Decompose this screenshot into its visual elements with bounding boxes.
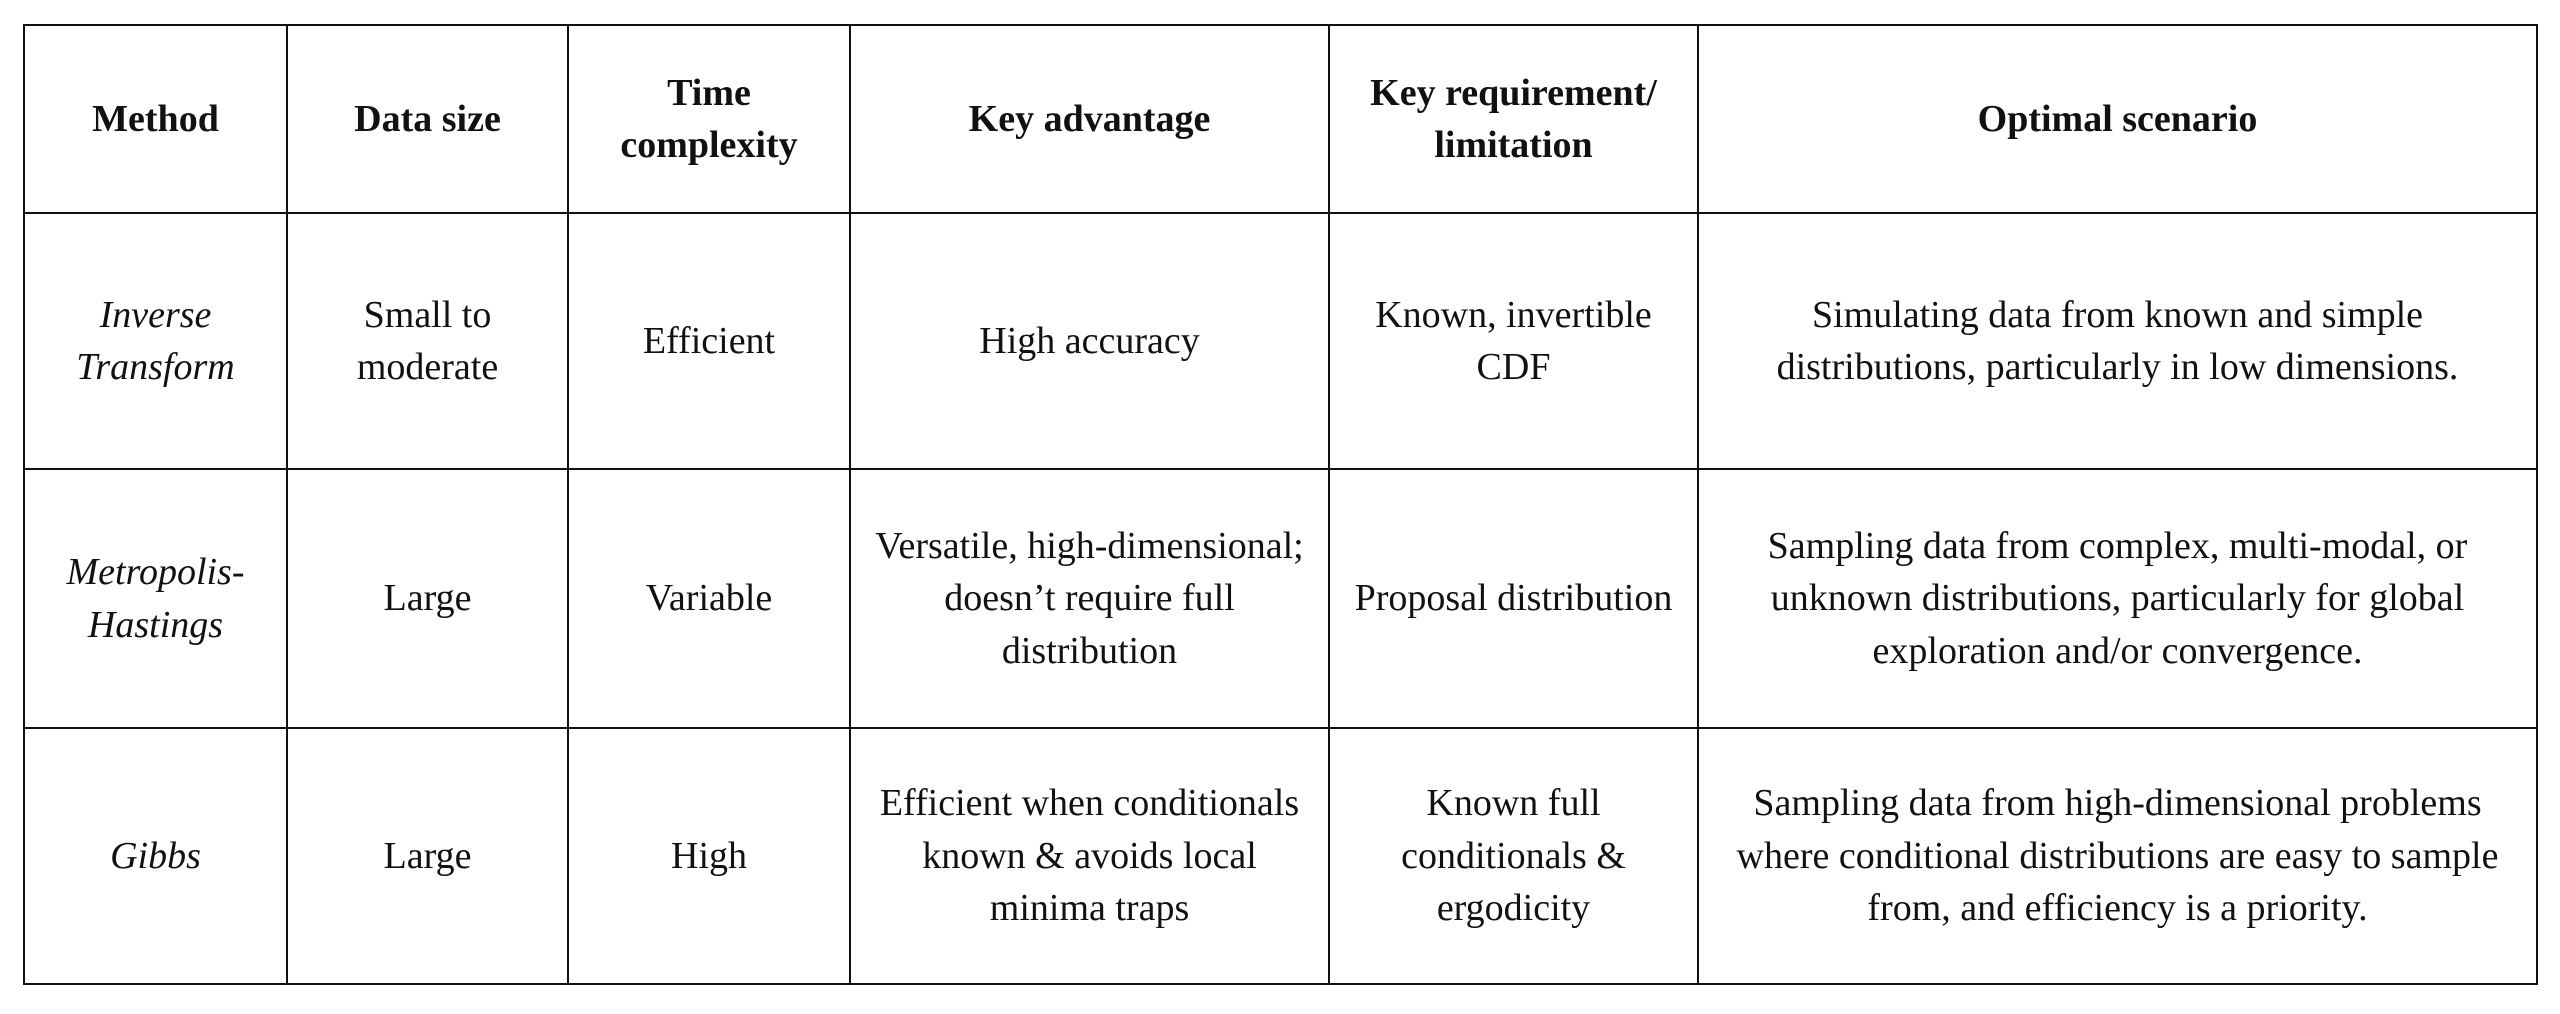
- table-cell: Sampling data from complex, multi-modal,…: [1697, 468, 2538, 729]
- header-cell: Key advantage: [849, 24, 1330, 214]
- table-cell: Large: [286, 727, 569, 985]
- table-cell: Efficient: [567, 212, 851, 470]
- table-cell: Proposal distribution: [1328, 468, 1699, 729]
- table-cell: Large: [286, 468, 569, 729]
- header-cell: Optimal scenario: [1697, 24, 2538, 214]
- table-cell: Known full conditionals & ergodicity: [1328, 727, 1699, 985]
- table-cell: Simulating data from known and simple di…: [1697, 212, 2538, 470]
- table-cell: Known, invertible CDF: [1328, 212, 1699, 470]
- table-cell: Sampling data from high-dimensional prob…: [1697, 727, 2538, 985]
- header-cell: Data size: [286, 24, 569, 214]
- header-cell: Method: [23, 24, 288, 214]
- table-cell: High accuracy: [849, 212, 1330, 470]
- table-cell: Versatile, high-dimensional; doesn’t req…: [849, 468, 1330, 729]
- method-cell: Inverse Transform: [23, 212, 288, 470]
- table-cell: Variable: [567, 468, 851, 729]
- method-cell: Metropolis-Hastings: [23, 468, 288, 729]
- table-row: Gibbs Large High Efficient when conditional…: [23, 727, 2538, 985]
- table-cell: Small to moderate: [286, 212, 569, 470]
- header-row: Method Data size Time complexity Key advant…: [23, 24, 2538, 214]
- comparison-table: Method Data size Time complexity Key advant…: [23, 24, 2538, 985]
- method-cell: Gibbs: [23, 727, 288, 985]
- table-cell: Efficient when conditionals known & avoi…: [849, 727, 1330, 985]
- header-cell: Time complexity: [567, 24, 851, 214]
- table-row: Metropolis-Hastings Large Variable Versatil…: [23, 468, 2538, 729]
- table-cell: High: [567, 727, 851, 985]
- table-row: Inverse Transform Small to moderate Effici…: [23, 212, 2538, 470]
- header-cell: Key requirement/ limitation: [1328, 24, 1699, 214]
